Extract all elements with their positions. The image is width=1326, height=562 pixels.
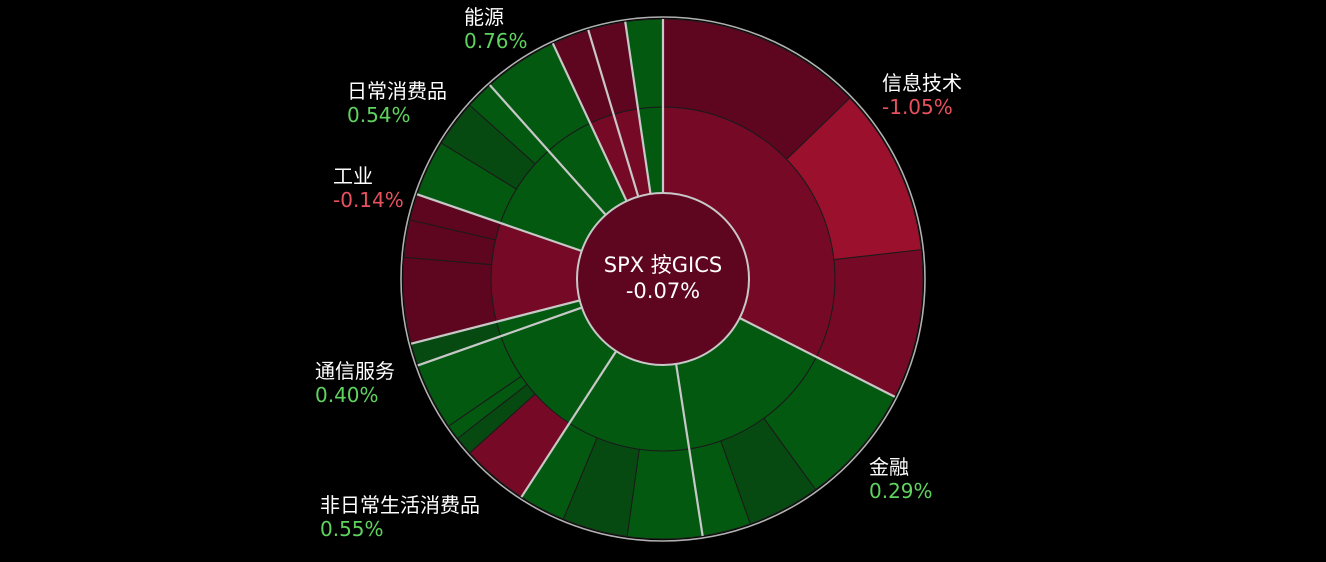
sector-label-change-fin: 0.29%: [869, 479, 933, 503]
sector-label-change-stap: 0.54%: [347, 103, 411, 127]
outer-border: [400, 16, 926, 542]
sector-separator-4: [417, 306, 583, 367]
sector-label-name-fin: 金融: [869, 455, 909, 479]
sector-label-change-energy: 0.76%: [464, 29, 528, 53]
sector-separator-8: [551, 43, 628, 202]
sector-label-name-ind: 工业: [333, 164, 373, 188]
sector-label-change-ind: -0.14%: [333, 188, 404, 212]
sector-separator-2: [675, 363, 704, 537]
sector-label-name-it: 信息技术: [882, 71, 962, 95]
sector-separator-10: [624, 21, 652, 195]
sector-label-name-comm: 通信服务: [315, 359, 395, 383]
sector-label-name-energy: 能源: [464, 5, 504, 29]
sector-labels: 信息技术 -1.05% 金融 0.29% 非日常生活消费品 0.55% 通信服务…: [315, 5, 962, 541]
center-title: SPX 按GICS: [604, 253, 723, 277]
sector-separator-5: [410, 299, 580, 345]
sector-label-change-it: -1.05%: [882, 95, 953, 119]
sector-separator-1: [739, 316, 896, 398]
center-total-change: -0.07%: [626, 279, 700, 303]
sector-separator-3: [520, 350, 618, 498]
sector-separator-9: [587, 29, 640, 197]
sector-separator-6: [416, 193, 583, 253]
center-circle: [576, 192, 750, 366]
sector-separators: [410, 19, 896, 537]
center-hub[interactable]: SPX 按GICS -0.07%: [576, 192, 750, 366]
sector-label-name-disc: 非日常生活消费品: [320, 493, 480, 517]
sector-label-name-stap: 日常消费品: [347, 79, 447, 103]
sector-separator-7: [489, 84, 607, 216]
sector-label-change-disc: 0.55%: [320, 517, 384, 541]
sector-label-change-comm: 0.40%: [315, 383, 379, 407]
